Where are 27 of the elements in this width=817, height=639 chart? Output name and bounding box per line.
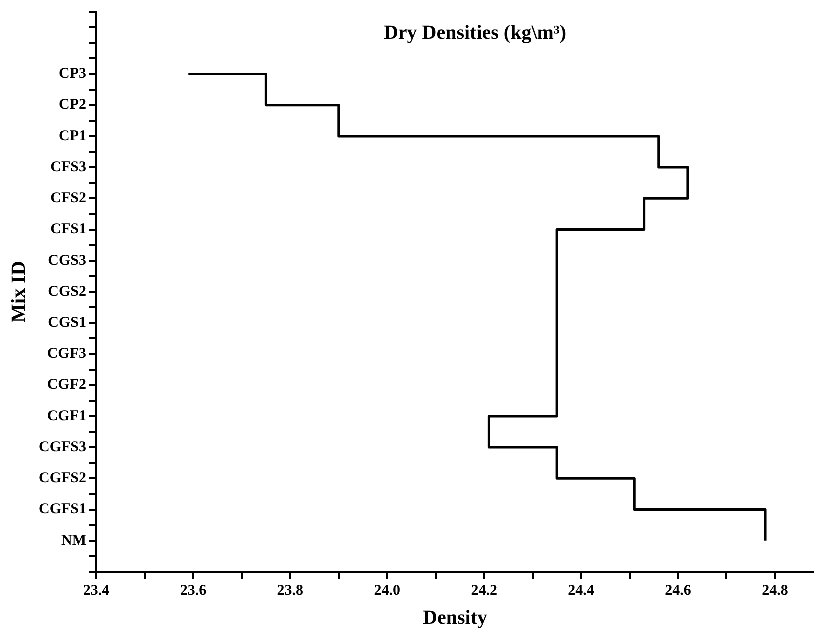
- y-tick-label: CGFS3: [38, 439, 87, 456]
- x-tick-label: 24.4: [568, 582, 595, 599]
- y-tick-label: CGF1: [47, 408, 87, 424]
- y-axis-title: Mix ID: [8, 261, 30, 323]
- y-tick-label: CGF3: [47, 346, 87, 362]
- y-tick-label: CGS1: [48, 314, 87, 331]
- chart-title: Dry Densities (kg\m³): [384, 22, 567, 44]
- y-tick-label: CGS3: [48, 252, 87, 269]
- x-tick-label: 24.6: [665, 582, 692, 599]
- y-tick-label: CFS3: [50, 159, 87, 176]
- x-tick-label: 23.6: [180, 582, 208, 599]
- x-axis-title: Density: [423, 607, 488, 630]
- y-tick-label: CP1: [59, 128, 87, 144]
- x-tick-label: 23.4: [83, 582, 110, 599]
- y-tick-label: CP3: [59, 66, 87, 82]
- x-tick-label: 24.0: [374, 582, 401, 599]
- y-tick-label: NM: [62, 532, 87, 549]
- y-tick-label: CP2: [59, 97, 87, 114]
- y-tick-label: CFS2: [50, 190, 87, 207]
- y-tick-label: CGS2: [48, 284, 87, 300]
- y-tick-label: CGFS1: [38, 502, 87, 518]
- x-tick-label: 24.2: [471, 582, 498, 599]
- y-tick-label: CGFS2: [38, 470, 87, 487]
- x-tick-label: 23.8: [277, 582, 304, 599]
- y-tick-label: CGF2: [47, 377, 87, 394]
- y-tick-label: CFS1: [50, 222, 87, 238]
- x-tick-label: 24.8: [762, 582, 788, 599]
